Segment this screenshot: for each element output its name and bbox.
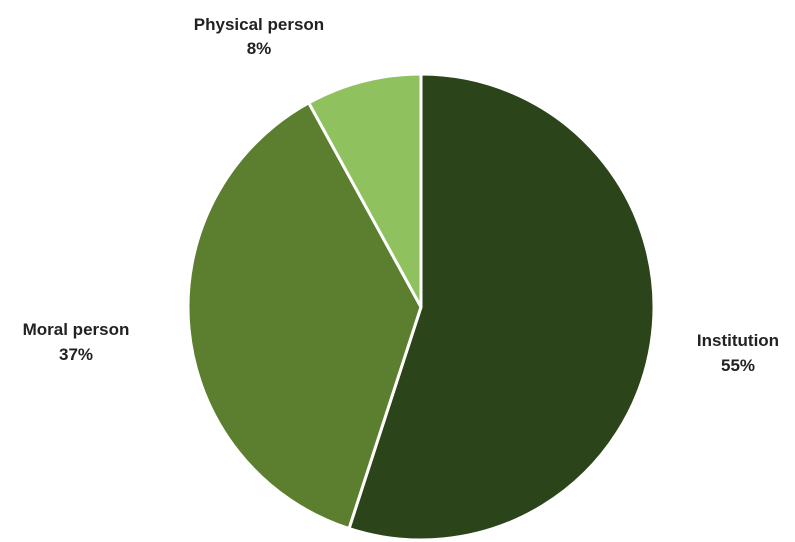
slice-value-physical-person: 8%: [247, 39, 272, 58]
pie-slices: [186, 72, 656, 542]
slice-label-physical-person: Physical person: [194, 15, 324, 34]
pie-slice-physical-person: [307, 72, 423, 309]
pie-slice-moral-person: [186, 101, 423, 531]
pie-labels: Institution 55% Moral person 37% Physica…: [23, 15, 779, 375]
slice-label-moral-person: Moral person: [23, 320, 130, 339]
pie-slice-institution: [347, 72, 656, 542]
slice-value-institution: 55%: [721, 356, 755, 375]
slice-label-institution: Institution: [697, 331, 779, 350]
slice-value-moral-person: 37%: [59, 345, 93, 364]
